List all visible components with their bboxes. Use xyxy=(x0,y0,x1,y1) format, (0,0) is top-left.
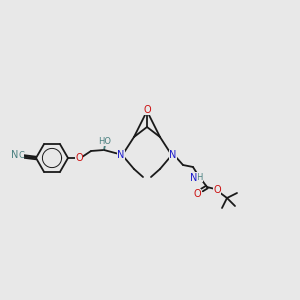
Text: H: H xyxy=(196,172,202,182)
Text: N: N xyxy=(117,150,125,160)
Text: O: O xyxy=(193,189,201,199)
Text: N: N xyxy=(169,150,177,160)
Text: O: O xyxy=(75,153,83,163)
Text: N: N xyxy=(190,173,198,183)
Text: O: O xyxy=(143,105,151,115)
Text: C: C xyxy=(18,152,24,160)
Text: N: N xyxy=(11,150,19,160)
Text: HO: HO xyxy=(98,136,112,146)
Text: O: O xyxy=(213,185,221,195)
